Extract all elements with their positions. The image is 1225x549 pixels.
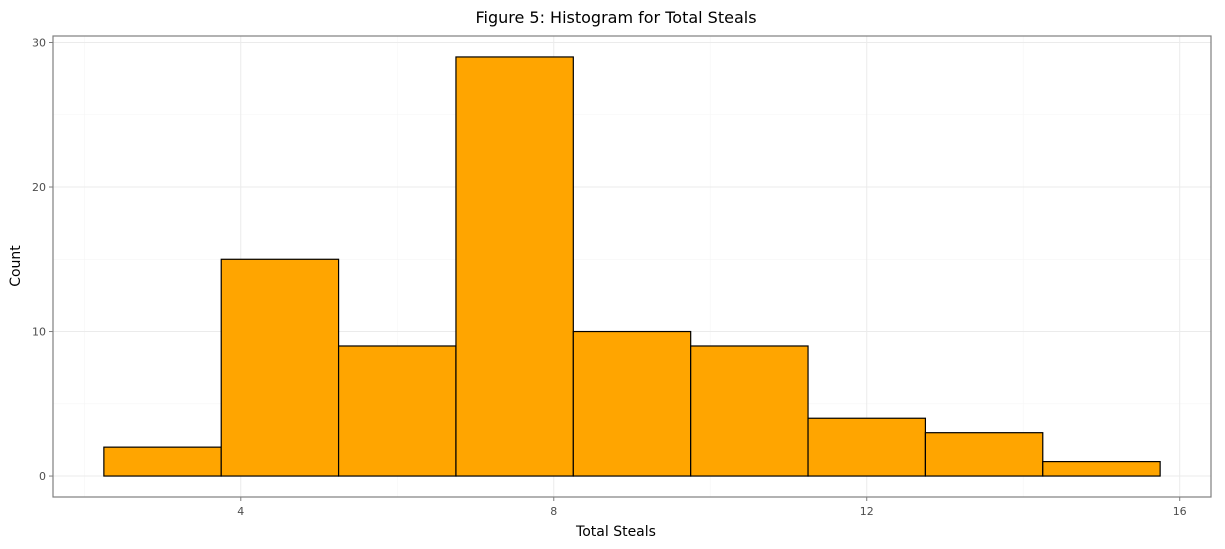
y-axis-title: Count	[8, 245, 24, 287]
axis-ticks: 4 8 12 16 0 10 20 30	[32, 37, 1187, 518]
histogram-bar-6	[690, 345, 809, 477]
x-tick-label: 8	[550, 505, 557, 518]
bars	[103, 56, 1161, 477]
x-axis-title: Total Steals	[575, 524, 656, 540]
panel-border	[52, 35, 1212, 498]
chart-title: Figure 5: Histogram for Total Steals	[475, 8, 756, 27]
histogram-bar-4	[455, 56, 574, 477]
y-tick-label: 10	[32, 326, 46, 339]
y-tick-label: 0	[39, 470, 46, 483]
x-tick-label: 16	[1173, 505, 1187, 518]
y-tick-label: 30	[32, 37, 46, 50]
histogram-bar-8	[924, 432, 1044, 477]
histogram-bar-9	[1042, 460, 1161, 477]
histogram-bar-7	[807, 417, 927, 477]
histogram-bar-1	[103, 446, 222, 477]
histogram-bar-5	[572, 330, 692, 477]
histogram-bar-3	[337, 345, 457, 477]
histogram-bar-2	[220, 258, 340, 477]
x-tick-label: 4	[237, 505, 244, 518]
y-tick-label: 20	[32, 181, 46, 194]
x-tick-label: 12	[860, 505, 874, 518]
